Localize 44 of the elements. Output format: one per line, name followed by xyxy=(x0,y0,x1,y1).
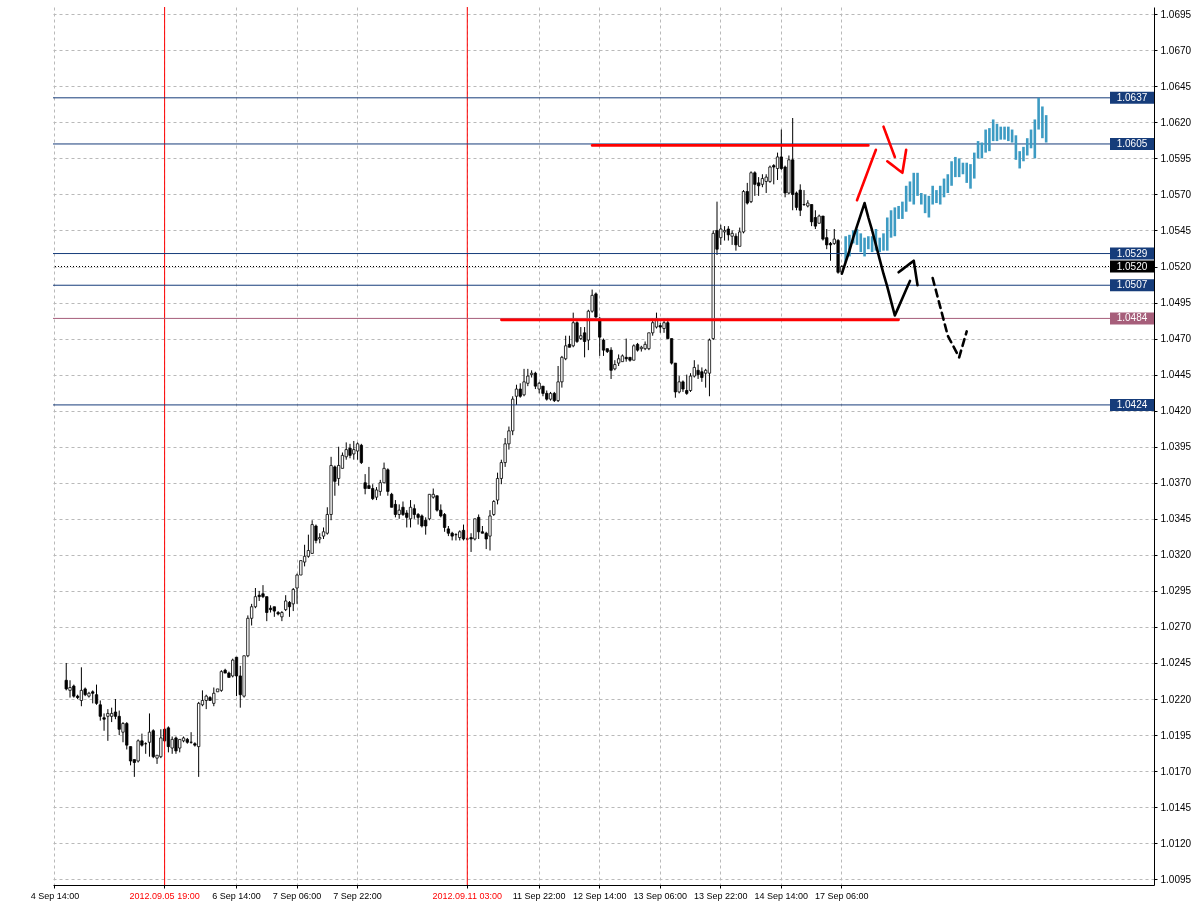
y-tick-label: 1.0270 xyxy=(1160,621,1192,633)
x-tick-label: 11 Sep 22:00 xyxy=(512,890,566,901)
ref-line-label: 1.0484 xyxy=(1116,312,1148,324)
y-tick-label: 1.0220 xyxy=(1160,693,1192,705)
y-tick-label: 1.0570 xyxy=(1160,188,1192,200)
x-tick-label: 6 Sep 14:00 xyxy=(212,890,261,901)
x-tick-label: 4 Sep 14:00 xyxy=(30,890,80,901)
y-tick-label: 1.0445 xyxy=(1160,369,1192,381)
ref-line-label: 1.0605 xyxy=(1116,137,1148,149)
y-tick-label: 1.0595 xyxy=(1160,152,1192,164)
y-tick-label: 1.0695 xyxy=(1160,8,1192,20)
y-tick-label: 1.0170 xyxy=(1160,765,1192,777)
y-tick-label: 1.0470 xyxy=(1160,333,1192,345)
y-tick-label: 1.0370 xyxy=(1160,477,1192,489)
y-tick-label: 1.0395 xyxy=(1160,441,1192,453)
x-tick-label: 14 Sep 14:00 xyxy=(754,890,809,901)
y-tick-label: 1.0345 xyxy=(1160,513,1192,525)
x-tick-label: 2012.09.05 19:00 xyxy=(129,890,200,901)
x-tick-label: 13 Sep 22:00 xyxy=(694,890,748,901)
y-tick-label: 1.0495 xyxy=(1160,297,1192,309)
x-tick-label: 12 Sep 14:00 xyxy=(572,890,627,901)
x-tick-label: 13 Sep 06:00 xyxy=(633,890,688,901)
y-tick-label: 1.0520 xyxy=(1160,261,1192,273)
ref-line-label: 1.0637 xyxy=(1116,91,1148,103)
ref-line-label: 1.0424 xyxy=(1116,398,1148,410)
x-tick-label: 7 Sep 06:00 xyxy=(272,890,322,901)
y-tick-label: 1.0120 xyxy=(1160,837,1192,849)
y-tick-label: 1.0670 xyxy=(1160,44,1192,56)
y-tick-label: 1.0645 xyxy=(1160,80,1192,92)
x-tick-label: 2012.09.11 03:00 xyxy=(432,890,502,901)
y-tick-label: 1.0420 xyxy=(1160,405,1192,417)
ref-line-label: 1.0529 xyxy=(1116,247,1148,259)
ref-line-label: 1.0520 xyxy=(1116,260,1148,272)
y-tick-label: 1.0320 xyxy=(1160,549,1192,561)
x-tick-label: 7 Sep 22:00 xyxy=(333,890,382,901)
y-tick-label: 1.0245 xyxy=(1160,657,1192,669)
y-tick-label: 1.0545 xyxy=(1160,224,1192,236)
y-tick-label: 1.0620 xyxy=(1160,116,1192,128)
y-tick-label: 1.0095 xyxy=(1160,873,1192,885)
ref-line-label: 1.0507 xyxy=(1116,279,1148,291)
y-tick-label: 1.0145 xyxy=(1160,801,1192,813)
x-tick-label: 17 Sep 06:00 xyxy=(815,890,869,901)
y-tick-label: 1.0295 xyxy=(1160,585,1192,597)
y-tick-label: 1.0195 xyxy=(1160,729,1192,741)
